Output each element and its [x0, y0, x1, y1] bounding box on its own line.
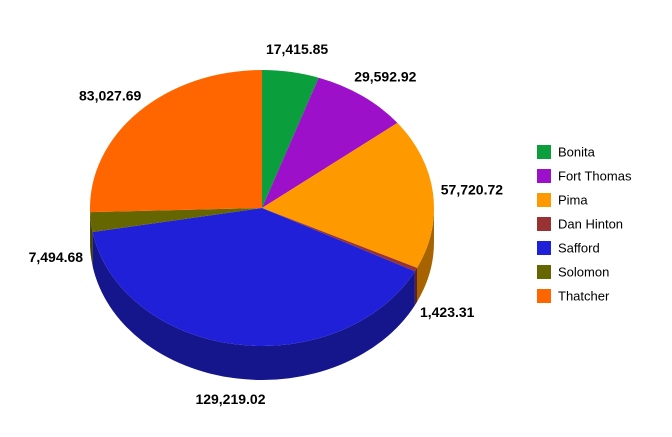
value-label: 83,027.69: [79, 87, 141, 103]
slice: [90, 208, 262, 232]
slice-side: [416, 208, 434, 302]
pie-tops: [90, 70, 434, 346]
slice: [90, 70, 263, 213]
slice-side: [414, 267, 417, 306]
legend-label: Safford: [558, 240, 600, 255]
slice-side: [90, 212, 93, 266]
value-label: 7,494.68: [29, 249, 84, 265]
value-labels: 17,415.85 29,592.92 57,720.72 1,423.31 129,2…: [29, 41, 504, 407]
legend-swatch: [537, 193, 551, 207]
legend-label: Pima: [558, 192, 588, 207]
value-label: 29,592.92: [354, 69, 416, 85]
legend-label: Bonita: [558, 144, 596, 159]
value-label: 57,720.72: [441, 181, 503, 197]
legend-swatch: [537, 169, 551, 183]
value-label: 17,415.85: [266, 41, 328, 57]
slice: [262, 208, 417, 272]
slice: [262, 70, 319, 208]
legend-label: Thatcher: [558, 288, 610, 303]
slice: [262, 77, 398, 208]
slice-side: [92, 231, 415, 380]
value-label: 129,219.02: [195, 391, 265, 407]
legend: Bonita Fort Thomas Pima Dan Hinton Safford So…: [537, 144, 632, 303]
legend-swatch: [537, 289, 551, 303]
legend-swatch: [537, 145, 551, 159]
legend-label: Fort Thomas: [558, 168, 632, 183]
legend-label: Dan Hinton: [558, 216, 623, 231]
value-label: 1,423.31: [420, 304, 475, 320]
slice: [262, 122, 434, 268]
pie-sides: [90, 208, 434, 380]
legend-swatch: [537, 217, 551, 231]
legend-label: Solomon: [558, 264, 609, 279]
slice: [92, 208, 415, 346]
legend-swatch: [537, 265, 551, 279]
legend-swatch: [537, 241, 551, 255]
